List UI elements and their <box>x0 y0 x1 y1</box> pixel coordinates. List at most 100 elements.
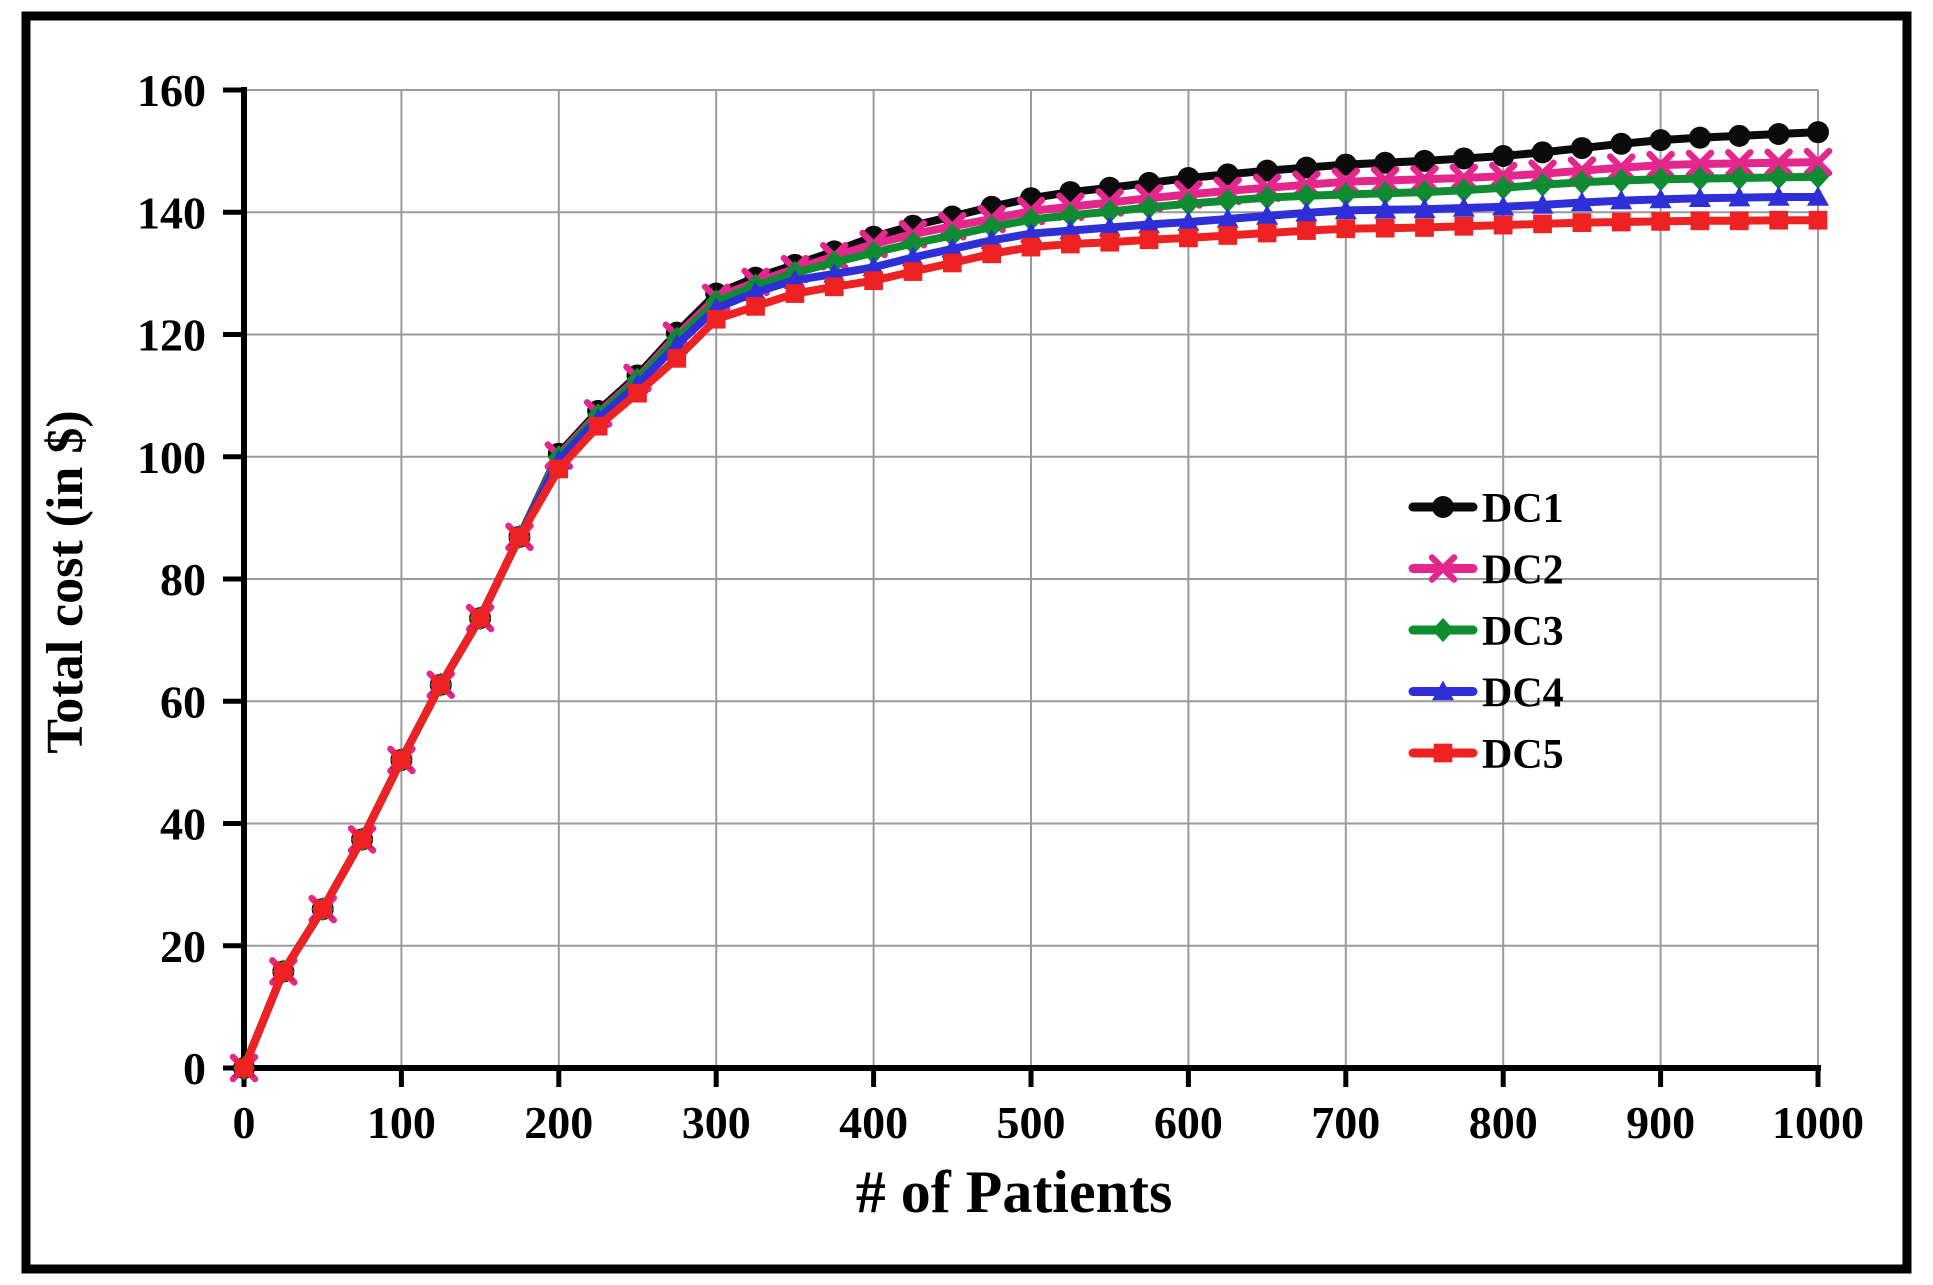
legend-label-DC1: DC1 <box>1482 486 1564 532</box>
triangle-marker <box>980 229 1003 250</box>
diamond-marker <box>1688 166 1711 191</box>
x-axis-title: # of Patients <box>856 1159 1173 1225</box>
circle-marker <box>1256 159 1279 182</box>
x-marker <box>1607 153 1636 182</box>
y-tick-labels: 0 20 40 60 80 100 120 140 160 <box>137 65 206 1094</box>
diamond-marker <box>941 223 964 248</box>
triangle-marker <box>1688 187 1711 207</box>
diamond-marker <box>1767 165 1790 190</box>
circle-marker <box>1767 123 1790 146</box>
legend-item-DC2: DC2 <box>1408 548 1564 594</box>
diamond-marker <box>1374 181 1397 206</box>
square-marker <box>313 899 333 919</box>
square-marker <box>549 459 569 479</box>
circle-marker <box>1334 153 1357 176</box>
triangle-marker <box>1177 211 1200 231</box>
diamond-marker <box>1020 207 1042 232</box>
circle-marker <box>1728 124 1751 147</box>
diamond-marker <box>1531 172 1554 197</box>
outer-border <box>21 11 1912 1274</box>
square-marker <box>942 253 962 273</box>
square-marker <box>1061 234 1080 254</box>
circle-marker <box>1216 163 1239 186</box>
triangle-marker <box>1807 185 1829 206</box>
x-tick-label: 500 <box>997 1097 1066 1148</box>
square-marker <box>824 277 844 297</box>
circle-marker <box>1452 147 1475 170</box>
square-marker <box>1336 219 1356 239</box>
square-marker <box>982 244 1001 264</box>
legend-item-DC1: DC1 <box>1408 486 1564 532</box>
diamond-marker <box>1334 182 1357 207</box>
square-marker <box>1375 218 1395 238</box>
circle-marker <box>1374 151 1397 174</box>
diamond-marker <box>1216 188 1239 213</box>
diamond-marker <box>1492 175 1515 200</box>
square-marker <box>1729 211 1749 231</box>
triangle-marker <box>941 237 964 258</box>
square-marker <box>1218 226 1238 245</box>
triangle-marker <box>1492 195 1515 216</box>
legend-item-DC4: DC4 <box>1408 671 1564 717</box>
y-tick-label: 140 <box>137 187 206 238</box>
diamond-marker <box>1256 185 1279 210</box>
x-marker <box>1725 149 1754 178</box>
circle-marker <box>1570 137 1593 160</box>
y-tick-label: 40 <box>160 799 206 850</box>
circle-marker <box>1432 496 1454 518</box>
square-marker <box>510 527 529 547</box>
triangle-marker <box>1138 213 1161 234</box>
y-axis-title: Total cost (in $) <box>37 410 94 753</box>
triangle-marker <box>783 269 806 289</box>
diamond-marker <box>1452 178 1475 203</box>
x-marker <box>1803 147 1833 177</box>
x-tick-label: 900 <box>1626 1097 1695 1148</box>
series-group <box>229 121 1833 1083</box>
legend-label-DC5: DC5 <box>1482 732 1564 778</box>
legend-item-DC3: DC3 <box>1408 609 1564 655</box>
diamond-marker <box>1098 199 1121 224</box>
triangle-marker <box>1374 198 1397 219</box>
diamond-marker <box>1728 165 1751 191</box>
gridlines <box>244 89 1819 1068</box>
tick-marks <box>223 87 1821 1087</box>
triangle-marker <box>744 281 767 302</box>
triangle-marker <box>1767 185 1790 206</box>
circle-marker <box>1177 167 1200 190</box>
square-marker <box>706 309 726 329</box>
circle-marker <box>1295 156 1318 179</box>
y-tick-label: 160 <box>137 65 206 116</box>
diamond-marker <box>1649 167 1672 192</box>
square-marker <box>234 1058 254 1078</box>
x-tick-label: 0 <box>233 1097 256 1148</box>
square-marker <box>352 830 372 849</box>
legend-item-DC5: DC5 <box>1408 732 1564 778</box>
triangle-marker <box>1020 222 1042 243</box>
x-tick-label: 100 <box>367 1097 436 1148</box>
square-marker <box>864 271 883 291</box>
legend-label-DC4: DC4 <box>1482 671 1564 717</box>
circle-marker <box>1492 145 1515 168</box>
triangle-marker <box>1452 196 1475 217</box>
square-marker <box>903 262 923 281</box>
diamond-marker <box>1413 179 1436 205</box>
square-marker <box>1257 223 1277 243</box>
x-marker <box>1410 164 1439 194</box>
x-tick-label: 700 <box>1311 1097 1380 1148</box>
triangle-marker <box>1570 191 1593 212</box>
triangle-marker <box>1531 193 1554 214</box>
x-tick-label: 800 <box>1469 1097 1538 1148</box>
square-marker <box>1433 743 1453 763</box>
x-tick-label: 200 <box>524 1097 593 1148</box>
x-marker <box>1370 166 1400 195</box>
series-DC5 <box>234 210 1828 1078</box>
square-marker <box>667 348 687 368</box>
y-tick-label: 60 <box>160 676 206 727</box>
triangle-marker <box>901 246 924 267</box>
legend-label-DC2: DC2 <box>1482 548 1564 594</box>
diamond-marker <box>1432 617 1454 643</box>
x-marker <box>1646 150 1675 180</box>
diamond-marker <box>1570 170 1593 195</box>
triangle-marker <box>1098 216 1121 237</box>
circle-marker <box>1610 132 1633 155</box>
